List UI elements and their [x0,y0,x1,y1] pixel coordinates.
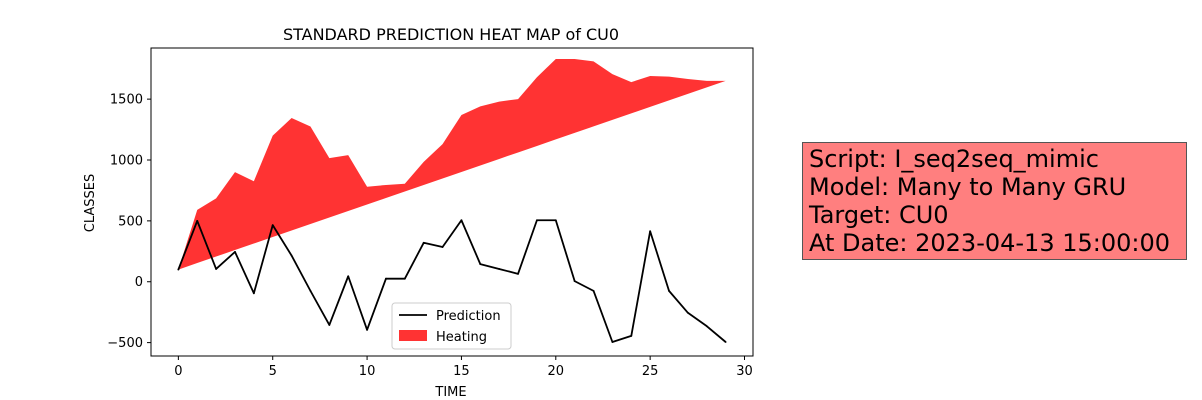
info-box: Script: I_seq2seq_mimic Model: Many to M… [802,142,1187,260]
prediction-point [536,219,538,222]
y-axis: −500 0 500 1000 1500 [107,93,151,351]
x-tick-label: 10 [359,364,376,379]
prediction-point [668,289,670,292]
prediction-point [290,254,293,257]
y-tick-label: −500 [107,336,143,351]
y-tick-label: 1500 [110,93,143,108]
prediction-point [328,324,331,326]
info-model-line: Model: Many to Many GRU [809,173,1127,201]
prediction-point [498,268,501,270]
prediction-point [234,251,236,253]
y-tick-label: 500 [118,214,143,229]
legend: Prediction Heating [391,302,512,350]
prediction-point [271,224,274,227]
y-axis-label: CLASSES [83,174,98,232]
chart-title: STANDARD PREDICTION HEAT MAP of CU0 [283,25,619,44]
legend-prediction-label: Prediction [436,309,501,324]
prediction-point [215,268,218,270]
prediction-point [611,341,614,343]
plot-area [177,58,727,343]
x-tick-label: 20 [548,364,565,379]
y-tick-label: 1000 [110,154,143,169]
prediction-point [422,241,425,244]
prediction-point [592,289,595,292]
prediction-point [309,289,312,292]
prediction-line [177,219,727,343]
prediction-point [385,277,387,280]
x-tick-label: 30 [736,364,753,379]
prediction-point [517,272,519,275]
x-axis: 0 5 10 15 20 25 30 [174,356,753,379]
x-tick-label: 5 [269,364,277,379]
prediction-point [724,341,727,343]
info-target-line: Target: CU0 [809,201,949,229]
legend-heating-label: Heating [436,330,487,345]
legend-heating-swatch [399,330,427,341]
prediction-point [460,219,463,222]
x-axis-label: TIME [434,385,466,400]
prediction-point [479,263,482,265]
prediction-point [630,335,633,337]
prediction-point [403,277,406,280]
prediction-point [347,275,350,278]
prediction-point [705,325,708,328]
heating-area [178,58,726,270]
prediction-point [252,292,255,295]
prediction-point [441,246,444,248]
prediction-point [649,230,652,233]
x-tick-label: 25 [642,364,659,379]
prediction-point [554,219,557,222]
info-date-line: At Date: 2023-04-13 15:00:00 [809,229,1171,257]
x-tick-label: 15 [453,364,470,379]
y-tick-label: 0 [135,275,143,290]
x-tick-label: 0 [174,364,182,379]
prediction-point [573,280,576,283]
prediction-point [366,328,368,331]
prediction-point [686,311,689,314]
prediction-point [177,268,180,271]
plot-frame [150,47,754,357]
prediction-point [196,219,199,222]
info-script-line: Script: I_seq2seq_mimic [809,145,1099,173]
